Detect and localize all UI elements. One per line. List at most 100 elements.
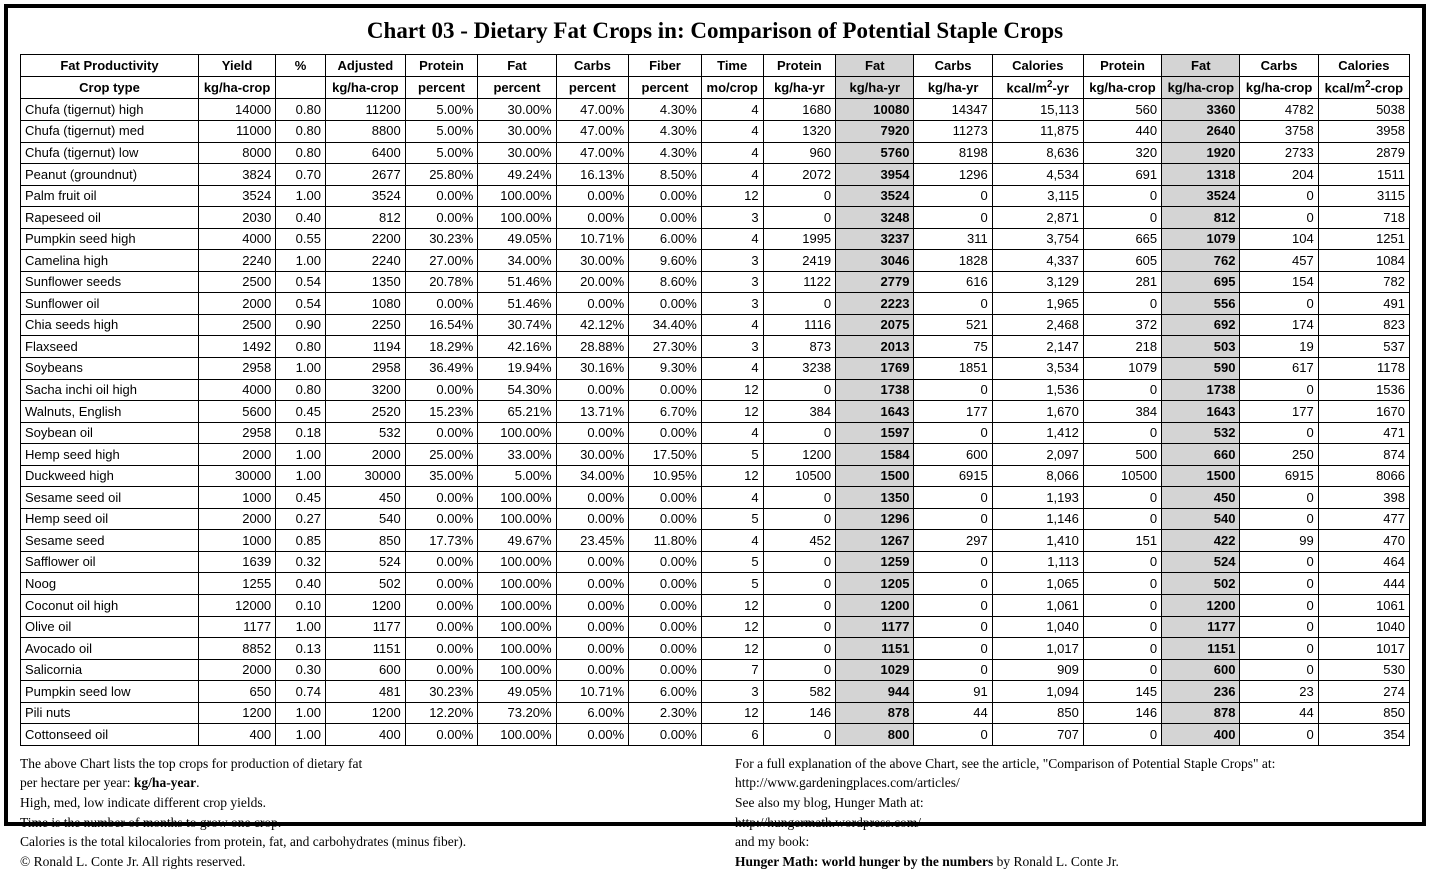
- footer-left: The above Chart lists the top crops for …: [20, 754, 695, 871]
- crop-name-cell: Sacha inchi oil high: [21, 379, 199, 401]
- column-header: Carbs: [914, 55, 992, 77]
- data-cell: 2779: [836, 271, 914, 293]
- data-cell: 1000: [198, 530, 275, 552]
- crop-name-cell: Soybean oil: [21, 422, 199, 444]
- data-cell: 0: [763, 551, 836, 573]
- data-cell: 47.00%: [556, 142, 629, 164]
- data-cell: 3237: [836, 228, 914, 250]
- data-cell: 0: [1083, 659, 1161, 681]
- data-cell: 0.00%: [629, 293, 702, 315]
- column-header: Carbs: [556, 55, 629, 77]
- data-cell: 14000: [198, 99, 275, 121]
- data-cell: 5038: [1318, 99, 1409, 121]
- data-cell: 0.00%: [556, 724, 629, 746]
- data-cell: 100.00%: [478, 551, 556, 573]
- data-cell: 3,129: [992, 271, 1083, 293]
- data-cell: 422: [1162, 530, 1240, 552]
- data-cell: 4: [701, 120, 763, 142]
- data-cell: 0.55: [276, 228, 326, 250]
- data-cell: 5.00%: [405, 99, 478, 121]
- data-cell: 12: [701, 616, 763, 638]
- column-header: Carbs: [1240, 55, 1318, 77]
- data-cell: 944: [836, 681, 914, 703]
- data-cell: 4: [701, 314, 763, 336]
- table-row: Sesame seed10000.8585017.73%49.67%23.45%…: [21, 530, 1410, 552]
- data-cell: 30.23%: [405, 681, 478, 703]
- data-cell: 0.00%: [405, 422, 478, 444]
- data-cell: 2.30%: [629, 702, 702, 724]
- data-cell: 1,040: [992, 616, 1083, 638]
- data-cell: 8852: [198, 638, 275, 660]
- data-cell: 12.20%: [405, 702, 478, 724]
- data-cell: 47.00%: [556, 99, 629, 121]
- data-cell: 49.05%: [478, 681, 556, 703]
- data-cell: 0.00%: [405, 207, 478, 229]
- data-cell: 30.00%: [556, 444, 629, 466]
- data-cell: 560: [1083, 99, 1161, 121]
- data-cell: 0: [1240, 724, 1318, 746]
- data-cell: 1177: [836, 616, 914, 638]
- data-cell: 0: [763, 487, 836, 509]
- data-cell: 0: [914, 724, 992, 746]
- data-cell: 12: [701, 185, 763, 207]
- data-cell: 0: [1240, 422, 1318, 444]
- data-cell: 1122: [763, 271, 836, 293]
- column-header: Protein: [1083, 55, 1161, 77]
- data-cell: 0.00%: [556, 595, 629, 617]
- data-cell: 30000: [198, 465, 275, 487]
- column-header: Fat: [478, 55, 556, 77]
- data-cell: 2000: [198, 659, 275, 681]
- data-cell: 100.00%: [478, 422, 556, 444]
- data-cell: 800: [836, 724, 914, 746]
- data-cell: 812: [325, 207, 405, 229]
- data-cell: 1200: [198, 702, 275, 724]
- data-cell: 600: [1162, 659, 1240, 681]
- data-cell: 9.60%: [629, 250, 702, 272]
- data-cell: 7: [701, 659, 763, 681]
- data-cell: 2733: [1240, 142, 1318, 164]
- data-cell: 104: [1240, 228, 1318, 250]
- data-cell: 0: [1240, 207, 1318, 229]
- data-cell: 11273: [914, 120, 992, 142]
- data-cell: 1259: [836, 551, 914, 573]
- data-cell: 0.00%: [556, 293, 629, 315]
- data-cell: 3: [701, 250, 763, 272]
- data-cell: 30.00%: [556, 250, 629, 272]
- data-cell: 17.50%: [629, 444, 702, 466]
- data-cell: 524: [325, 551, 405, 573]
- footer-line: http://hungermath.wordpress.com/: [735, 813, 1410, 833]
- data-cell: 42.16%: [478, 336, 556, 358]
- data-cell: 1738: [836, 379, 914, 401]
- data-cell: 11200: [325, 99, 405, 121]
- data-cell: 100.00%: [478, 573, 556, 595]
- table-row: Sunflower oil20000.5410800.00%51.46%0.00…: [21, 293, 1410, 315]
- table-row: Palm fruit oil35241.0035240.00%100.00%0.…: [21, 185, 1410, 207]
- data-cell: 5: [701, 573, 763, 595]
- data-cell: 0: [763, 379, 836, 401]
- footer-line: and my book:: [735, 832, 1410, 852]
- data-cell: 1643: [1162, 401, 1240, 423]
- data-cell: 6.70%: [629, 401, 702, 423]
- data-cell: 12: [701, 379, 763, 401]
- data-cell: 0: [914, 638, 992, 660]
- data-cell: 1296: [836, 508, 914, 530]
- data-cell: 23: [1240, 681, 1318, 703]
- data-cell: 0: [1083, 293, 1161, 315]
- table-row: Soybeans29581.00295836.49%19.94%30.16%9.…: [21, 357, 1410, 379]
- data-cell: 491: [1318, 293, 1409, 315]
- data-cell: 146: [1083, 702, 1161, 724]
- data-cell: 0: [1083, 508, 1161, 530]
- data-cell: 1255: [198, 573, 275, 595]
- data-cell: 0.80: [276, 336, 326, 358]
- data-cell: 0.00%: [405, 616, 478, 638]
- data-cell: 4.30%: [629, 120, 702, 142]
- data-cell: 762: [1162, 250, 1240, 272]
- crop-name-cell: Duckweed high: [21, 465, 199, 487]
- data-cell: 297: [914, 530, 992, 552]
- data-cell: 0: [1240, 508, 1318, 530]
- data-cell: 1350: [836, 487, 914, 509]
- data-cell: 0.40: [276, 573, 326, 595]
- data-cell: 30.00%: [478, 99, 556, 121]
- data-cell: 6.00%: [629, 228, 702, 250]
- data-cell: 250: [1240, 444, 1318, 466]
